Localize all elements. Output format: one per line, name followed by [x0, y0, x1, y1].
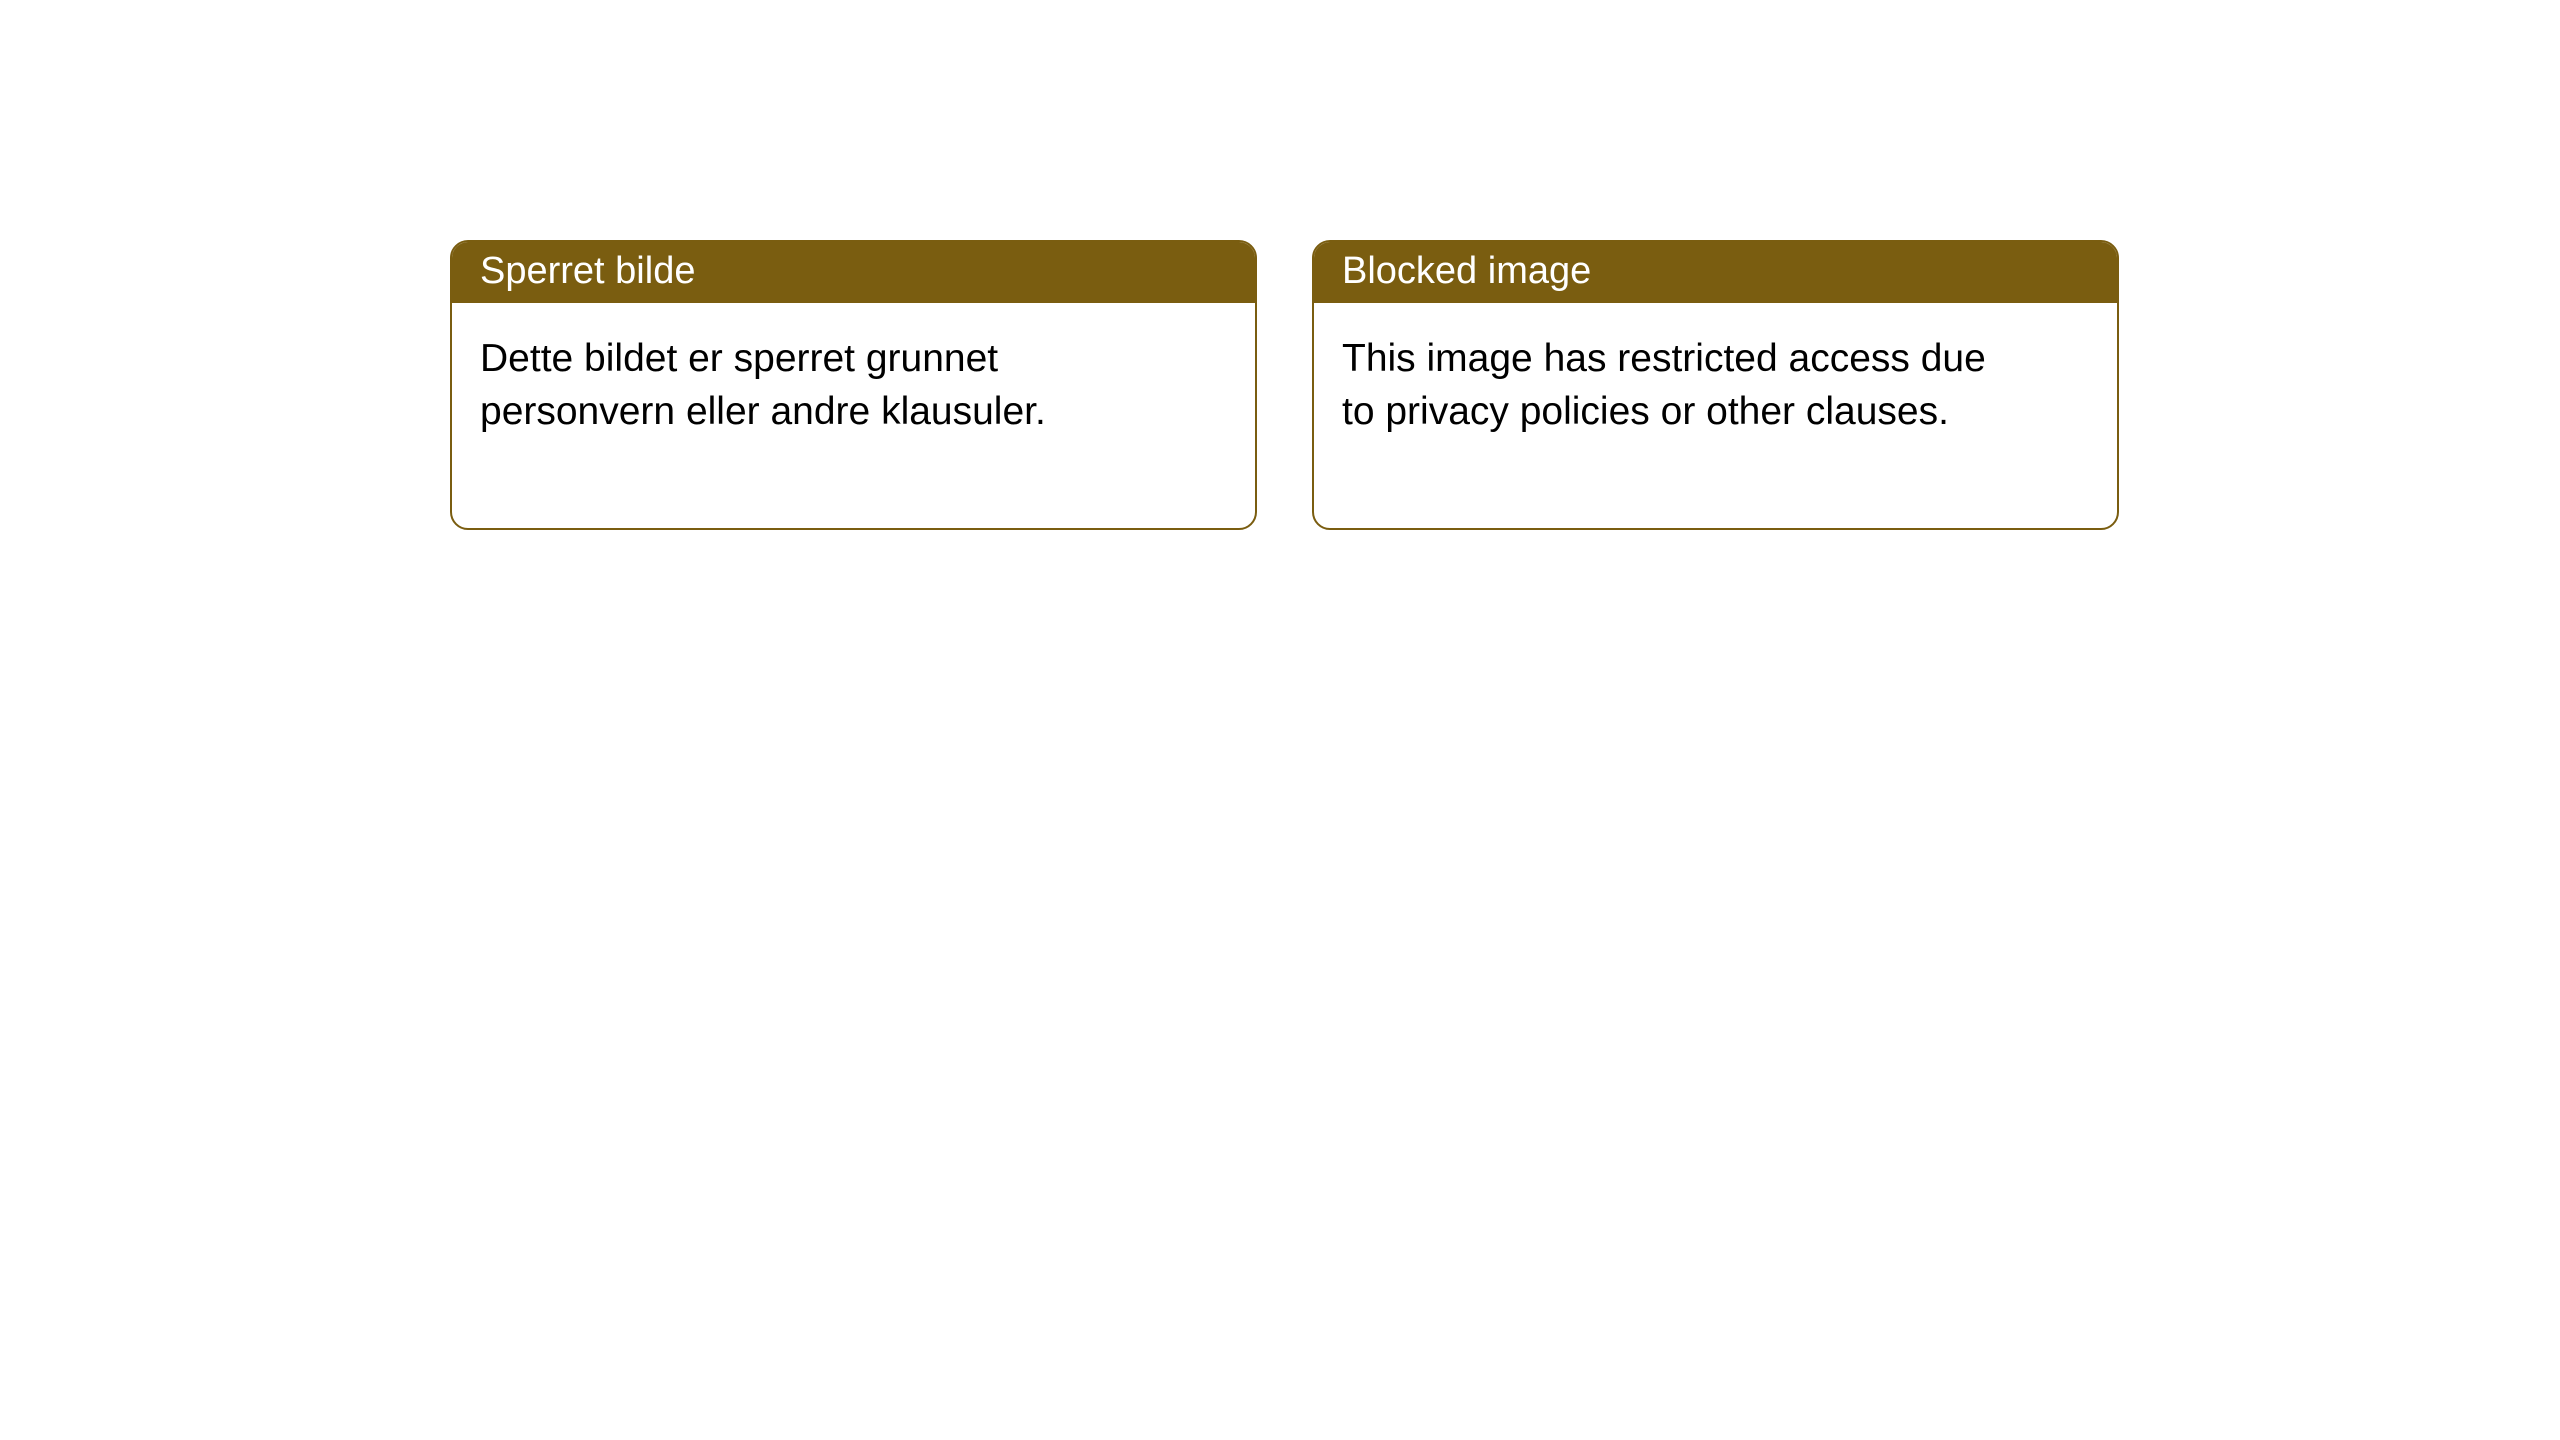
notice-header: Sperret bilde: [452, 242, 1255, 303]
notice-text: Dette bildet er sperret grunnet personve…: [480, 337, 1046, 433]
notice-card-english: Blocked image This image has restricted …: [1312, 240, 2119, 530]
notice-container: Sperret bilde Dette bildet er sperret gr…: [0, 0, 2560, 530]
notice-body: Dette bildet er sperret grunnet personve…: [452, 303, 1152, 528]
notice-card-norwegian: Sperret bilde Dette bildet er sperret gr…: [450, 240, 1257, 530]
notice-body: This image has restricted access due to …: [1314, 303, 2014, 528]
notice-title: Blocked image: [1342, 250, 1591, 292]
notice-header: Blocked image: [1314, 242, 2117, 303]
notice-text: This image has restricted access due to …: [1342, 337, 1986, 433]
notice-title: Sperret bilde: [480, 250, 695, 292]
